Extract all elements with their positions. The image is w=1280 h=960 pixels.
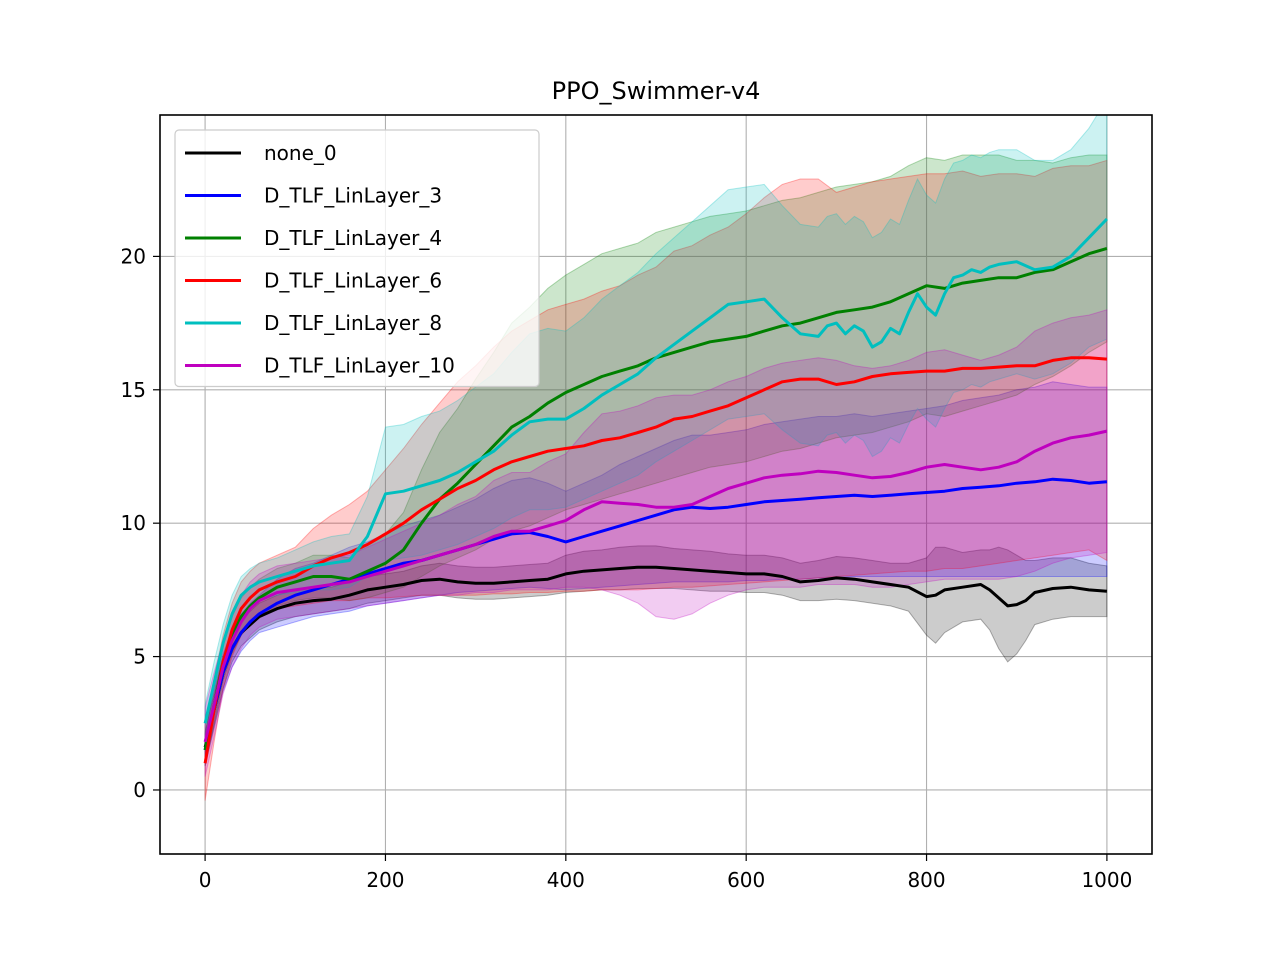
series-lines: [203, 217, 1108, 764]
y-tick-label: 10: [121, 511, 146, 535]
chart-title: PPO_Swimmer-v4: [552, 77, 761, 105]
band-series-0: [204, 545, 1108, 764]
x-tick-label: 600: [727, 868, 765, 892]
y-tick-label: 0: [133, 778, 146, 802]
line-series-0: [203, 565, 1108, 748]
line-series-1: [203, 477, 1108, 751]
line-series-5: [203, 429, 1108, 743]
band-series-5: [204, 309, 1108, 777]
legend-box: [174, 129, 540, 388]
x-tick-label: 1000: [1081, 868, 1132, 892]
legend-label: D_TLF_LinLayer_8: [264, 311, 442, 335]
y-tick-label: 5: [133, 645, 146, 669]
legend: none_0 D_TLF_LinLayer_3 D_TLF_LinLayer_4 D_…: [174, 129, 540, 388]
legend-label: none_0: [264, 141, 337, 165]
plot-frame: [159, 114, 1153, 855]
x-tick-label: 0: [199, 868, 212, 892]
legend-label: D_TLF_LinLayer_6: [264, 269, 442, 293]
line-series-4: [203, 217, 1108, 724]
x-tick-label: 800: [907, 868, 945, 892]
y-axis-ticks: 0 5 10 15 20: [121, 244, 160, 802]
x-tick-label: 200: [366, 868, 404, 892]
legend-label: D_TLF_LinLayer_3: [264, 184, 442, 208]
y-tick-label: 15: [121, 378, 146, 402]
grid: [160, 115, 1152, 854]
legend-label: D_TLF_LinLayer_10: [264, 354, 455, 378]
y-tick-label: 20: [121, 244, 146, 268]
x-tick-label: 400: [547, 868, 585, 892]
legend-label: D_TLF_LinLayer_4: [264, 226, 442, 250]
x-axis-ticks: 0 200 400 600 800 1000: [199, 854, 1132, 892]
